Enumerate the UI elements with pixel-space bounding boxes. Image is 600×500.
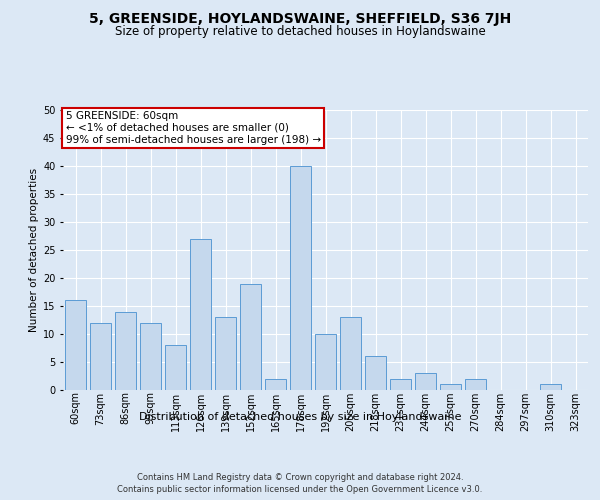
Text: 5 GREENSIDE: 60sqm
← <1% of detached houses are smaller (0)
99% of semi-detached: 5 GREENSIDE: 60sqm ← <1% of detached hou… — [65, 112, 321, 144]
Bar — [115, 312, 136, 390]
Bar — [290, 166, 311, 390]
Y-axis label: Number of detached properties: Number of detached properties — [29, 168, 38, 332]
Bar — [365, 356, 386, 390]
Bar — [65, 300, 86, 390]
Bar — [90, 323, 111, 390]
Text: Distribution of detached houses by size in Hoylandswaine: Distribution of detached houses by size … — [139, 412, 461, 422]
Bar — [440, 384, 461, 390]
Bar — [540, 384, 561, 390]
Bar — [240, 284, 261, 390]
Bar — [215, 317, 236, 390]
Bar — [340, 317, 361, 390]
Text: Contains HM Land Registry data © Crown copyright and database right 2024.: Contains HM Land Registry data © Crown c… — [137, 472, 463, 482]
Bar — [390, 379, 411, 390]
Bar — [190, 239, 211, 390]
Bar — [265, 379, 286, 390]
Bar — [465, 379, 486, 390]
Text: Size of property relative to detached houses in Hoylandswaine: Size of property relative to detached ho… — [115, 25, 485, 38]
Bar — [165, 345, 186, 390]
Bar — [415, 373, 436, 390]
Text: 5, GREENSIDE, HOYLANDSWAINE, SHEFFIELD, S36 7JH: 5, GREENSIDE, HOYLANDSWAINE, SHEFFIELD, … — [89, 12, 511, 26]
Text: Contains public sector information licensed under the Open Government Licence v3: Contains public sector information licen… — [118, 485, 482, 494]
Bar — [315, 334, 336, 390]
Bar — [140, 323, 161, 390]
